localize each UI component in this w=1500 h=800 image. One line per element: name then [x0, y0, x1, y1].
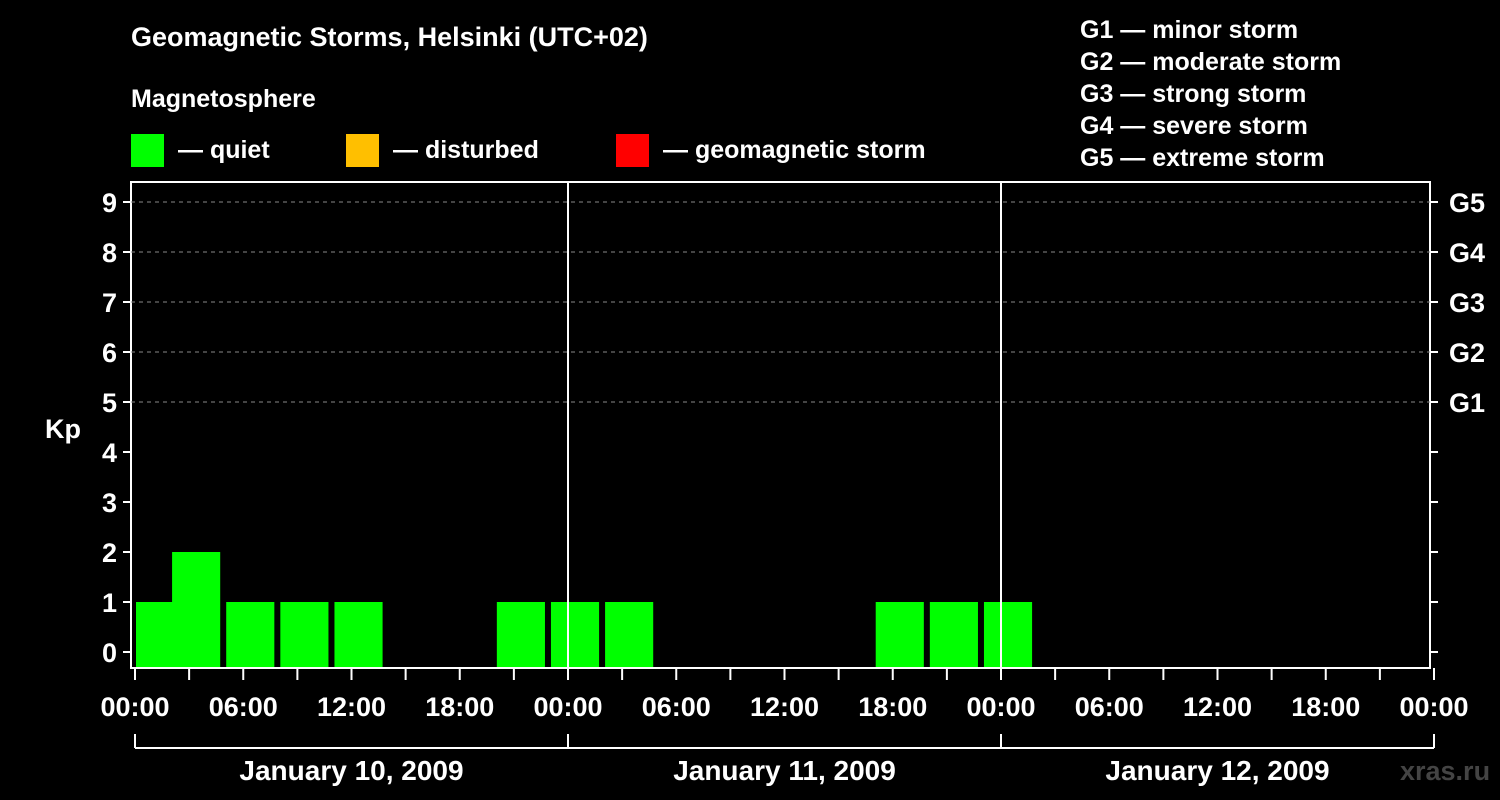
x-tick-label: 00:00 [1399, 692, 1468, 722]
bar-7 [605, 602, 654, 667]
y-tick-label: 7 [102, 288, 117, 318]
y-axis-label: Kp [45, 414, 81, 444]
legend-label-disturbed: — disturbed [393, 135, 539, 164]
x-tick-label: 00:00 [533, 692, 602, 722]
legend-heading: Magnetosphere [131, 85, 316, 113]
storm-scale-g3: G3 — strong storm [1080, 80, 1307, 108]
bar-10 [983, 602, 1033, 667]
y-tick-label: 8 [102, 238, 117, 268]
day-label: January 11, 2009 [673, 755, 896, 786]
legend-swatch-disturbed [346, 133, 379, 167]
storm-scale-g4: G4 — severe storm [1080, 112, 1308, 140]
y-tick-label: 3 [102, 488, 117, 518]
x-tick-label: 18:00 [425, 692, 494, 722]
bar-9 [929, 602, 978, 667]
chart-title: Geomagnetic Storms, Helsinki (UTC+02) [131, 22, 648, 52]
bar-6 [550, 602, 600, 667]
storm-scale-g5: G5 — extreme storm [1080, 144, 1325, 172]
storm-scale-g1: G1 — minor storm [1080, 16, 1299, 44]
watermark: xras.ru [1400, 756, 1491, 786]
legend-label-quiet: — quiet [178, 135, 270, 164]
x-tick-label: 12:00 [1183, 692, 1252, 722]
x-tick-label: 18:00 [858, 692, 927, 722]
x-tick-label: 06:00 [1075, 692, 1144, 722]
bar-3 [280, 602, 329, 667]
y-tick-label: 5 [102, 388, 117, 418]
bar-5 [496, 602, 545, 667]
bar-4 [334, 602, 383, 667]
g-scale-label: G5 [1449, 188, 1485, 218]
bar-8 [875, 602, 924, 667]
plot-area [130, 181, 1431, 669]
day-label: January 12, 2009 [1105, 755, 1329, 786]
y-tick-label: 2 [102, 538, 117, 568]
storm-scale-list: G1 — minor storm G2 — moderate storm G3 … [1080, 14, 1341, 174]
g-scale-label: G3 [1449, 288, 1485, 318]
x-tick-label: 12:00 [317, 692, 386, 722]
legend-quiet: — quiet [131, 133, 270, 167]
y-tick-label: 4 [102, 438, 117, 468]
legend-swatch-quiet [131, 133, 164, 167]
y-tick-label: 0 [102, 638, 117, 668]
legend-disturbed: — disturbed [346, 133, 539, 167]
x-tick-label: 00:00 [966, 692, 1035, 722]
g-scale-label: G2 [1449, 338, 1485, 368]
y-tick-label: 9 [102, 188, 117, 218]
y-tick-label: 6 [102, 338, 117, 368]
g-scale-label: G4 [1449, 238, 1485, 268]
x-tick-label: 00:00 [100, 692, 169, 722]
x-tick-label: 12:00 [750, 692, 819, 722]
day-label: January 10, 2009 [239, 755, 463, 786]
storm-scale-g2: G2 — moderate storm [1080, 48, 1342, 76]
legend-storm: — geomagnetic storm [616, 133, 926, 167]
y-tick-label: 1 [102, 588, 117, 618]
x-tick-label: 06:00 [209, 692, 278, 722]
legend-swatch-storm [616, 133, 649, 167]
x-tick-label: 18:00 [1291, 692, 1360, 722]
bar-2 [226, 602, 275, 667]
bar-1 [172, 552, 221, 667]
legend-label-storm: — geomagnetic storm [663, 135, 926, 164]
x-tick-label: 06:00 [642, 692, 711, 722]
g-scale-label: G1 [1449, 388, 1485, 418]
